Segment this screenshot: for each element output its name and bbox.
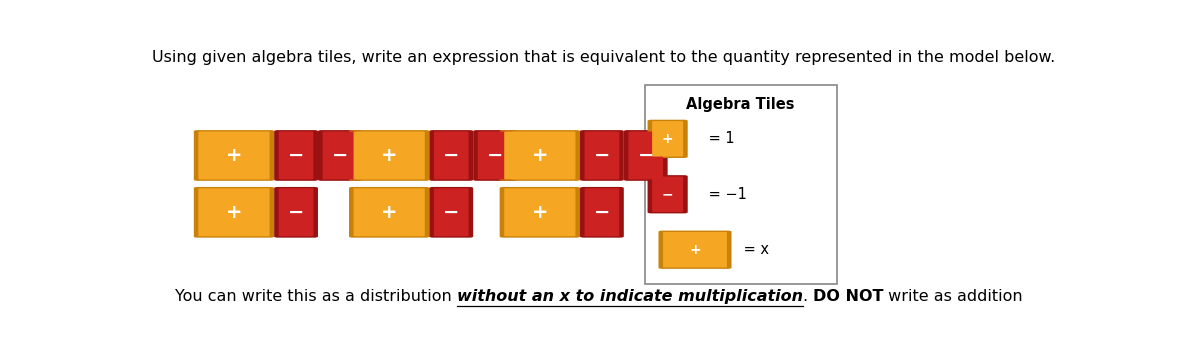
Text: +: + [531, 146, 548, 165]
Text: +: + [531, 203, 548, 222]
FancyBboxPatch shape [653, 176, 683, 212]
FancyBboxPatch shape [644, 85, 836, 284]
Text: −: − [443, 203, 459, 222]
Text: −: − [637, 146, 654, 165]
FancyBboxPatch shape [499, 187, 580, 238]
FancyBboxPatch shape [198, 131, 270, 179]
FancyBboxPatch shape [663, 232, 727, 267]
Text: +: + [689, 243, 701, 257]
Text: −: − [443, 146, 459, 165]
Text: −: − [594, 203, 610, 222]
Text: = x: = x [739, 242, 769, 257]
Text: −: − [594, 146, 610, 165]
FancyBboxPatch shape [434, 188, 469, 236]
FancyBboxPatch shape [580, 130, 624, 181]
FancyBboxPatch shape [349, 130, 429, 181]
Text: = −1: = −1 [704, 187, 747, 202]
Text: write as addition: write as addition [884, 289, 1023, 304]
Text: −: − [487, 146, 503, 165]
FancyBboxPatch shape [349, 187, 429, 238]
Text: = 1: = 1 [704, 131, 735, 146]
FancyBboxPatch shape [434, 131, 469, 179]
Text: You can write this as a distribution: You can write this as a distribution [174, 289, 457, 304]
Text: −: − [287, 146, 304, 165]
FancyBboxPatch shape [580, 187, 624, 238]
FancyBboxPatch shape [499, 130, 580, 181]
Text: .: . [802, 289, 813, 304]
FancyBboxPatch shape [353, 131, 425, 179]
FancyBboxPatch shape [323, 131, 357, 179]
FancyBboxPatch shape [628, 131, 663, 179]
FancyBboxPatch shape [504, 188, 575, 236]
Text: without an x to indicate multiplication: without an x to indicate multiplication [457, 289, 802, 304]
FancyBboxPatch shape [194, 130, 274, 181]
FancyBboxPatch shape [474, 130, 517, 181]
FancyBboxPatch shape [194, 187, 274, 238]
FancyBboxPatch shape [274, 130, 318, 181]
Text: DO NOT: DO NOT [813, 289, 884, 304]
FancyBboxPatch shape [659, 231, 732, 269]
FancyBboxPatch shape [653, 121, 683, 157]
Text: +: + [380, 203, 397, 222]
FancyBboxPatch shape [584, 188, 620, 236]
Text: +: + [226, 203, 243, 222]
FancyBboxPatch shape [353, 188, 425, 236]
Text: +: + [380, 146, 397, 165]
Text: Algebra Tiles: Algebra Tiles [687, 97, 795, 112]
Text: −: − [287, 203, 304, 222]
FancyBboxPatch shape [429, 187, 474, 238]
FancyBboxPatch shape [274, 187, 318, 238]
FancyBboxPatch shape [648, 175, 688, 213]
FancyBboxPatch shape [318, 130, 362, 181]
Text: +: + [226, 146, 243, 165]
FancyBboxPatch shape [279, 131, 313, 179]
Text: Using given algebra tiles, write an expression that is equivalent to the quantit: Using given algebra tiles, write an expr… [152, 50, 1055, 65]
Text: −: − [332, 146, 348, 165]
Text: −: − [662, 187, 674, 201]
FancyBboxPatch shape [504, 131, 575, 179]
FancyBboxPatch shape [624, 130, 668, 181]
Text: +: + [662, 132, 674, 146]
FancyBboxPatch shape [198, 188, 270, 236]
FancyBboxPatch shape [648, 120, 688, 158]
FancyBboxPatch shape [279, 188, 313, 236]
FancyBboxPatch shape [478, 131, 512, 179]
FancyBboxPatch shape [429, 130, 474, 181]
FancyBboxPatch shape [584, 131, 620, 179]
